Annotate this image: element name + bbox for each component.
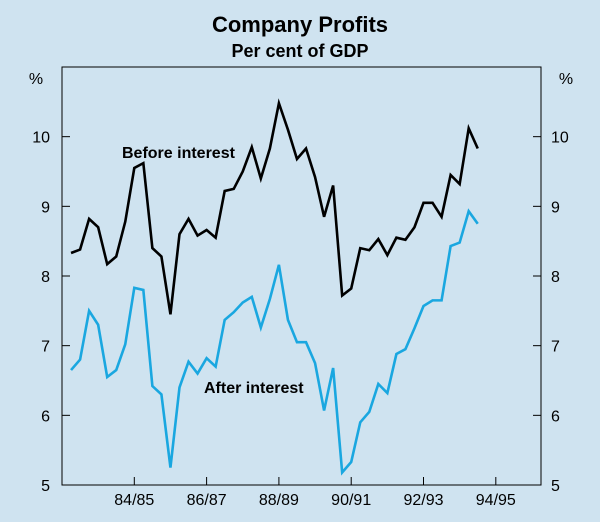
y-tick-label-left-10: 10 — [32, 130, 50, 147]
series-line-after-interest — [70, 208, 479, 476]
y-tick-label-right-8: 8 — [551, 269, 560, 286]
y-tick-label-left-9: 9 — [41, 199, 50, 216]
y-axis-unit-left: % — [29, 71, 43, 88]
series-line-before-interest — [70, 98, 479, 315]
y-tick-label-left-6: 6 — [41, 408, 50, 425]
annotation-after-interest: After interest — [204, 380, 304, 397]
chart-title: Company Profits — [212, 12, 388, 37]
y-tick-label-right-5: 5 — [551, 478, 560, 495]
x-tick-label-92-93: 92/93 — [403, 492, 443, 509]
x-tick-label-90-91: 90/91 — [331, 492, 371, 509]
y-tick-label-left-5: 5 — [41, 478, 50, 495]
y-tick-label-right-6: 6 — [551, 408, 560, 425]
y-axis-left: 5 6 7 8 9 10 — [32, 130, 70, 495]
y-axis-right: 5 6 7 8 9 10 — [533, 130, 569, 495]
annotation-before-interest: Before interest — [122, 145, 236, 162]
y-tick-label-left-7: 7 — [41, 339, 50, 356]
chart-subtitle: Per cent of GDP — [231, 41, 368, 61]
y-tick-label-left-8: 8 — [41, 269, 50, 286]
x-tick-label-88-89: 88/89 — [259, 492, 299, 509]
series-layer — [70, 98, 479, 476]
x-tick-label-84-85: 84/85 — [114, 492, 154, 509]
y-tick-label-right-7: 7 — [551, 339, 560, 356]
y-tick-label-right-9: 9 — [551, 199, 560, 216]
y-axis-unit-right: % — [559, 71, 573, 88]
y-tick-label-right-10: 10 — [551, 130, 569, 147]
x-tick-label-86-87: 86/87 — [187, 492, 227, 509]
x-tick-label-94-95: 94/95 — [476, 492, 516, 509]
x-axis: 84/85 86/87 88/89 90/91 92/93 94/95 — [114, 477, 516, 509]
